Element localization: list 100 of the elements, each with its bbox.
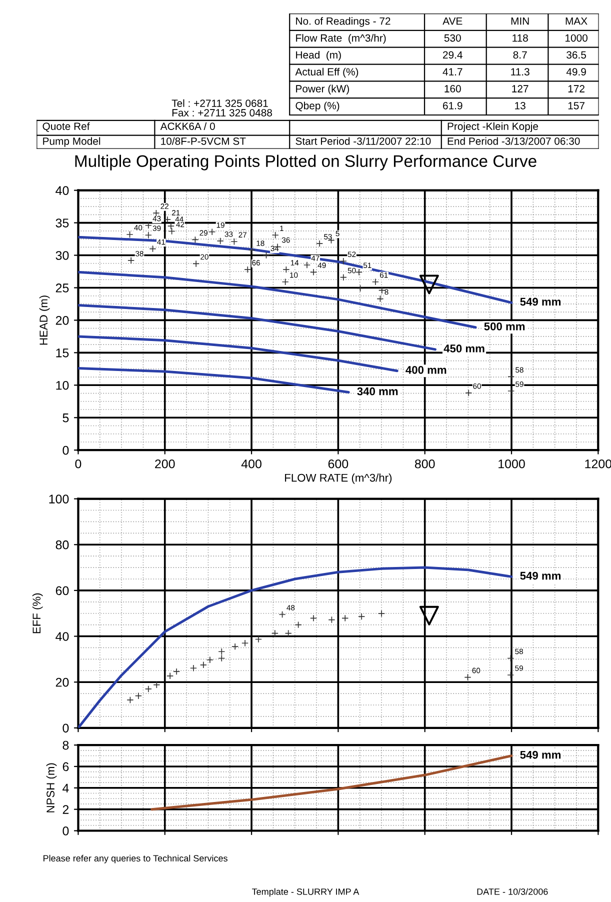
chart-title: Multiple Operating Points Plotted on Slurry Performance Curve — [75, 154, 536, 170]
y-tick-label: 35 — [56, 218, 69, 228]
point — [272, 232, 279, 239]
y-tick-label: 80 — [56, 540, 69, 550]
point — [464, 674, 472, 681]
text: Fax : +2711 325 0488 — [172, 109, 272, 116]
text: DATE - 10/3/2006 — [477, 888, 548, 895]
y-tick-label: 10 — [56, 380, 69, 390]
point — [507, 654, 514, 662]
point — [508, 373, 515, 380]
text: 49.9 — [566, 68, 586, 76]
point — [200, 661, 207, 668]
x-tick-label: 1000 — [498, 459, 525, 468]
point — [166, 672, 174, 680]
text: 1000 — [566, 34, 588, 42]
text: Power (kW) — [296, 84, 349, 94]
x-axis-title: FLOW RATE (m^3/hr) — [285, 474, 392, 484]
y-tick-label: 25 — [56, 284, 69, 292]
point — [149, 245, 156, 252]
point — [356, 284, 364, 292]
point — [282, 266, 290, 274]
text: 160 — [444, 85, 461, 92]
series-label: 500 mm — [484, 322, 525, 330]
series-label: 340 mm — [357, 387, 398, 396]
y-tick-label: 20 — [56, 678, 69, 687]
point — [167, 222, 174, 230]
line-series — [78, 236, 513, 304]
point — [128, 256, 135, 264]
x-tick-label: 400 — [241, 459, 262, 468]
point — [378, 610, 386, 618]
point — [355, 268, 363, 276]
text: Project -Klein Kopje — [448, 122, 538, 132]
series-label: 549 mm — [520, 298, 561, 306]
y-tick-label: 4 — [62, 784, 69, 792]
x-tick-label: 200 — [155, 459, 175, 468]
point — [242, 640, 249, 647]
point — [284, 630, 292, 637]
point — [144, 232, 152, 239]
point — [218, 648, 226, 656]
y-tick-label: 8 — [62, 740, 69, 750]
x-tick-label: 0 — [75, 459, 82, 468]
text: Tel : +2711 325 0681 — [172, 99, 268, 107]
text: 118 — [512, 34, 528, 42]
line-series — [78, 335, 398, 372]
point — [340, 258, 347, 265]
y-tick-label: 0 — [62, 826, 69, 836]
point — [372, 278, 379, 286]
text: ACKK6A / 0 — [160, 122, 215, 130]
point — [342, 614, 349, 622]
text: End Period -3/13/2007 06:30 — [448, 137, 580, 145]
point — [153, 681, 160, 688]
text: No. of Readings - 72 — [296, 17, 390, 27]
series-label: 549 mm — [520, 750, 561, 759]
text: Please refer any queries to Technical Services — [44, 854, 228, 864]
y-axis-title: HEAD (m) — [39, 296, 50, 345]
point — [278, 610, 286, 618]
y-axis-title: EFF (%) — [32, 593, 43, 634]
point — [303, 261, 311, 269]
y-tick-label: 0 — [62, 446, 69, 455]
line-series — [150, 754, 513, 811]
x-tick-label: 800 — [414, 459, 435, 468]
x-tick-label: 600 — [328, 459, 348, 468]
text: Actual Eff (%) — [295, 68, 358, 78]
y-tick-label: 60 — [56, 586, 69, 596]
y-tick-label: 30 — [56, 251, 69, 260]
point — [254, 636, 262, 643]
point — [126, 696, 134, 704]
text: Quote Ref — [42, 122, 90, 132]
point — [190, 664, 197, 672]
text: 530 — [444, 34, 461, 42]
point — [218, 654, 226, 662]
line-series — [78, 566, 513, 728]
point — [358, 613, 366, 620]
y-tick-label: 0 — [62, 724, 69, 733]
point — [164, 216, 171, 224]
line-series — [78, 367, 350, 394]
point — [310, 268, 318, 276]
point — [192, 260, 200, 268]
text: Pump Model — [43, 137, 100, 147]
y-tick-label: 5 — [62, 414, 69, 422]
text: 127 — [512, 85, 528, 92]
point — [206, 656, 214, 664]
point — [232, 643, 239, 650]
text: Template - SLURRY IMP A — [252, 888, 360, 897]
point — [376, 295, 384, 302]
point — [173, 668, 180, 676]
point — [144, 685, 152, 692]
point — [230, 238, 238, 246]
text: MIN — [511, 18, 529, 25]
y-tick-label: 15 — [56, 348, 69, 358]
series-label: 450 mm — [444, 344, 484, 352]
text: 36.5 — [566, 51, 586, 59]
point — [208, 228, 216, 236]
point — [248, 246, 256, 254]
point — [419, 606, 439, 626]
text: 41.7 — [442, 68, 462, 76]
point — [168, 228, 176, 235]
point — [126, 230, 134, 238]
y-tick-label: 40 — [56, 186, 69, 195]
y-tick-label: 20 — [56, 316, 69, 325]
